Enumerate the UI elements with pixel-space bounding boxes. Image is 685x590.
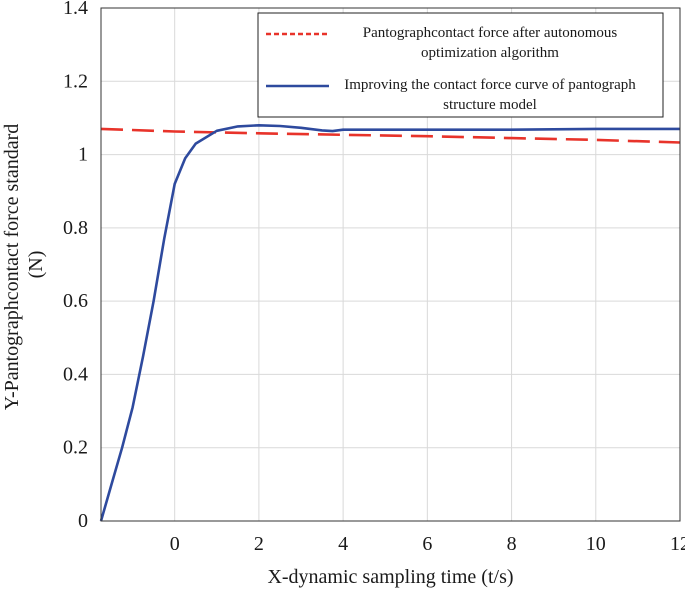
x-tick-label: 0: [170, 533, 180, 555]
y-axis-title-line-1: Y-Pantographcontact force standard: [1, 124, 23, 411]
series-line-1: [100, 127, 681, 144]
x-axis-title: X-dynamic sampling time (t/s): [267, 566, 513, 588]
series-line-2: [99, 124, 680, 522]
y-tick-label: 1: [78, 144, 88, 166]
y-tick-label: 0.4: [63, 363, 88, 385]
y-axis-title-line-2: (N): [25, 251, 47, 279]
x-tick-label: 12: [670, 533, 685, 555]
legend-label-series-1-line-1: Pantographcontact force after autonomous: [363, 25, 618, 41]
y-tick-label: 0.6: [63, 290, 88, 312]
legend: Pantographcontact force after autonomous…: [257, 12, 664, 118]
x-tick-label: 2: [254, 533, 264, 555]
y-tick-label: 0.2: [63, 437, 88, 459]
x-tick-label: 4: [338, 533, 348, 555]
legend-label-series-1-line-2: optimization algorithm: [421, 45, 559, 61]
y-tick-label: 0: [78, 510, 88, 532]
x-tick-label: 6: [422, 533, 432, 555]
x-axis-ticks: 0 2 4 6 8 10 12: [170, 533, 685, 555]
y-axis-ticks: 0 0.2 0.4 0.6 0.8 1 1.2 1.4: [63, 0, 88, 532]
x-tick-label: 8: [507, 533, 517, 555]
y-tick-label: 1.2: [63, 70, 88, 92]
x-tick-label: 10: [586, 533, 606, 555]
series-layer: [99, 124, 681, 522]
y-tick-label: 0.8: [63, 217, 88, 239]
legend-label-series-2-line-2: structure model: [443, 97, 537, 113]
legend-box: [257, 12, 664, 118]
y-axis-title: Y-Pantographcontact force standard (N): [1, 119, 47, 411]
plot-frame: [100, 7, 681, 522]
y-tick-label: 1.4: [63, 0, 88, 19]
legend-label-series-2-line-1: Improving the contact force curve of pan…: [344, 77, 636, 93]
